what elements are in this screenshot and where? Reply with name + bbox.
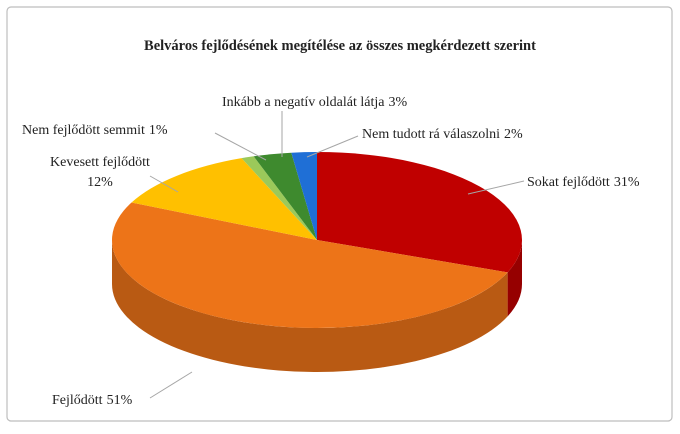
leader-line — [306, 135, 359, 158]
data-label: Fejlődött 51% — [52, 393, 133, 408]
category-label: Kevesett fejlődött — [50, 155, 150, 170]
pie-side — [112, 240, 508, 373]
pie-slice — [112, 202, 508, 328]
value-label: 31% — [614, 175, 640, 190]
value-label: 1% — [149, 123, 168, 138]
pie-slice — [291, 152, 317, 240]
value-label: 12% — [87, 175, 113, 190]
category-label: Sokat fejlődött — [527, 175, 610, 190]
chart-title: Belváros fejlődésének megítélése az össz… — [144, 38, 536, 54]
leader-line — [149, 175, 179, 193]
category-label: Nem tudott rá válaszolni — [362, 127, 500, 142]
data-label: Sokat fejlődött 31% — [527, 175, 640, 190]
value-label: 2% — [504, 127, 523, 142]
pie-side — [507, 240, 522, 317]
labels: Sokat fejlődött 31% Fejlődött 51% Kevesett f… — [22, 95, 640, 408]
leader-line — [467, 180, 525, 195]
leader-line — [149, 371, 193, 399]
leader-line — [214, 132, 267, 161]
pie-slice — [241, 156, 317, 240]
pie-slice — [317, 152, 522, 273]
data-label: Inkább a negatív oldalát látja 3% — [222, 95, 408, 110]
category-label: Inkább a negatív oldalát látja — [222, 95, 385, 110]
data-label: Nem tudott rá válaszolni 2% — [362, 127, 523, 142]
data-label: Kevesett fejlődött 12% — [50, 155, 150, 190]
category-label: Nem fejlődött semmit — [22, 123, 145, 138]
data-label: Nem fejlődött semmit 1% — [22, 123, 168, 138]
pie — [112, 152, 522, 373]
category-label: Fejlődött — [52, 393, 103, 408]
value-label: 51% — [107, 393, 133, 408]
value-label: 3% — [389, 95, 408, 110]
pie-slice — [253, 152, 317, 240]
pie-slice — [131, 158, 317, 240]
